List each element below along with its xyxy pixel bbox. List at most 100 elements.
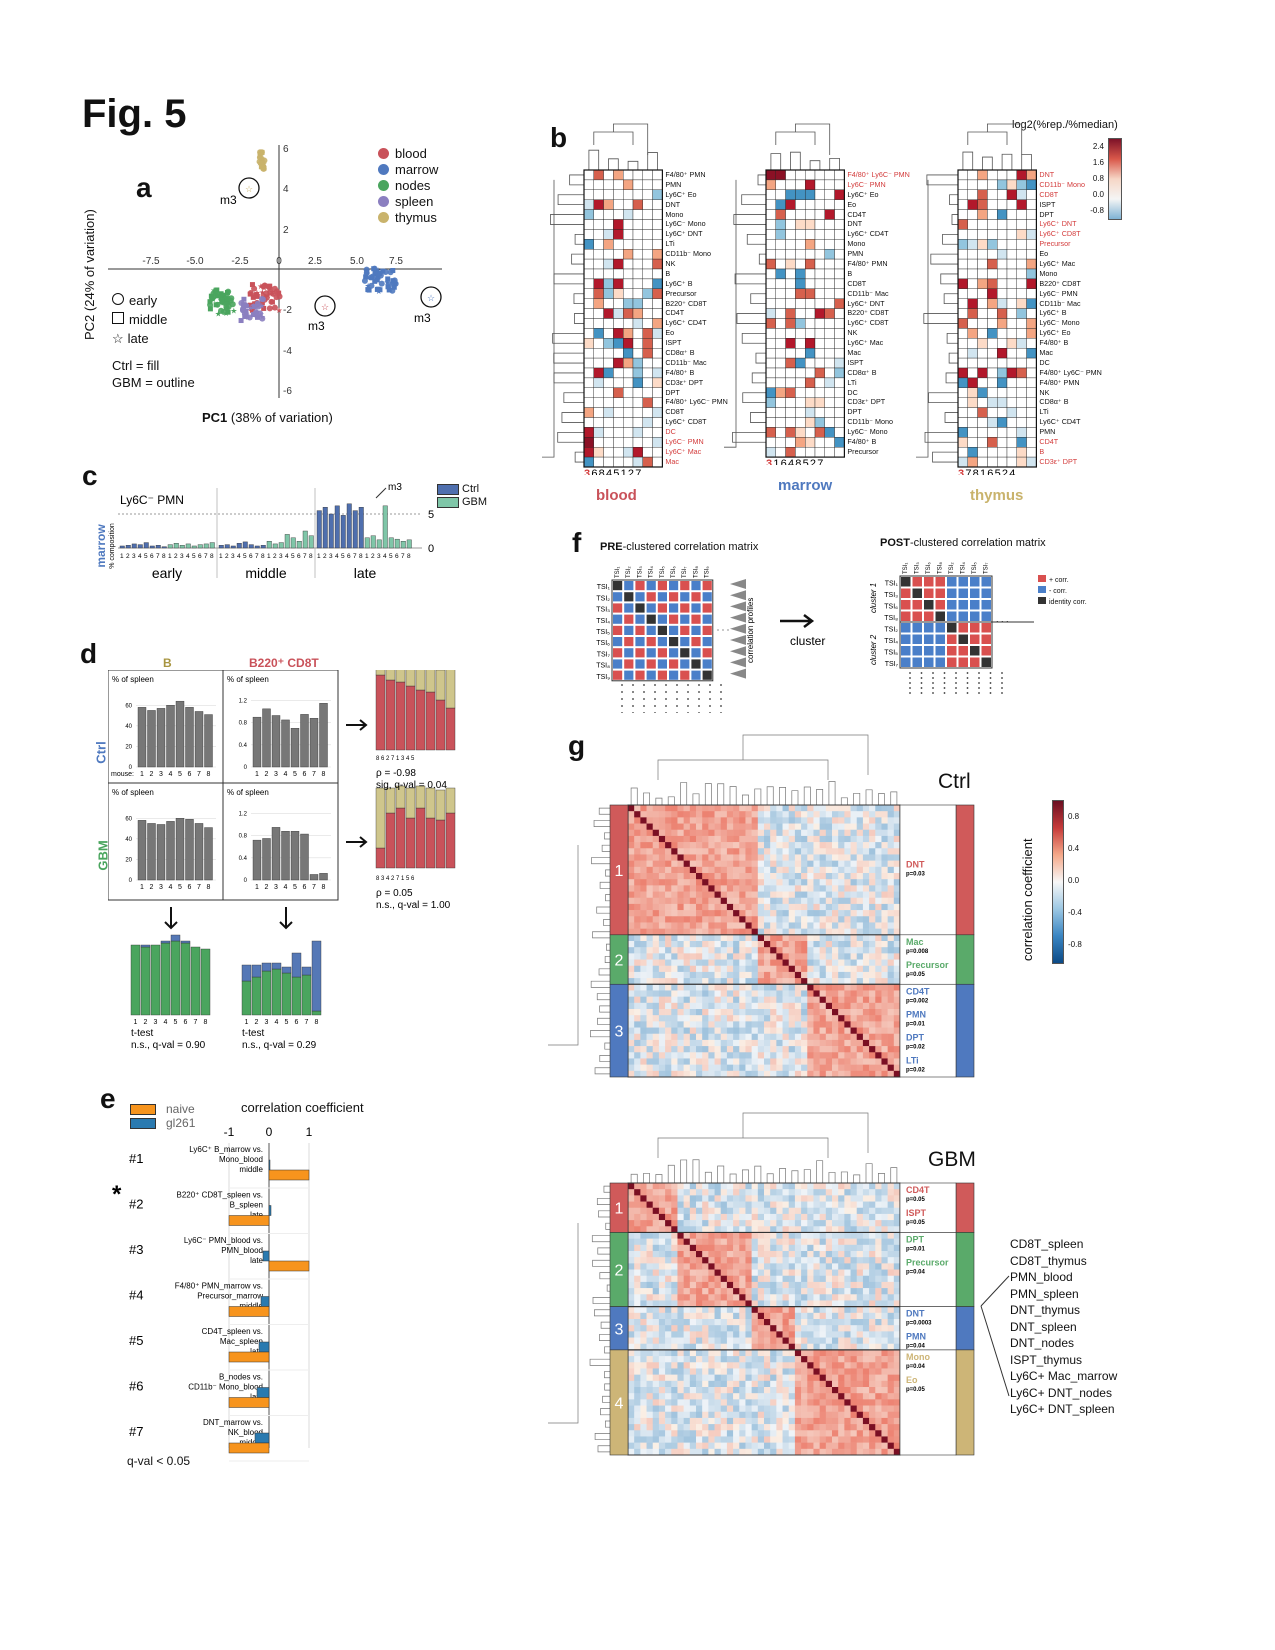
heatmap-cell: [869, 1064, 876, 1072]
heatmap-cell: [770, 1052, 777, 1059]
heatmap-cell: [825, 1269, 833, 1277]
tsi-label: TSI₄: [884, 638, 898, 645]
stacked-bar-cd8: [375, 847, 386, 869]
heatmap-cell: [875, 922, 882, 929]
heatmap-cell: [862, 1312, 870, 1320]
heatmap-cell: [794, 1021, 802, 1028]
heatmap-cell: [881, 823, 888, 831]
heatmap-cell: [776, 1251, 783, 1258]
heatmap-cell: [603, 397, 614, 408]
heatmap-cell: [733, 1201, 740, 1209]
heatmap-cell: [622, 179, 634, 191]
heatmap-cell: [1016, 338, 1027, 349]
heatmap-cell: [757, 959, 765, 967]
heatmap-cell: [757, 971, 765, 979]
heatmap-cell: [696, 1337, 703, 1345]
heatmap-cell: [726, 1033, 734, 1041]
heatmap-cell: [739, 817, 746, 824]
heatmap-cell: [714, 1213, 722, 1221]
heatmap-cell: [1006, 407, 1018, 418]
heatmap-cell: [671, 990, 678, 997]
heatmap-cell: [782, 1052, 790, 1059]
corr-cell: [912, 634, 922, 644]
heatmap-cell: [813, 1288, 820, 1295]
heatmap-cell: [832, 1251, 839, 1258]
heatmap-cell: [838, 1213, 845, 1221]
heatmap-cell: [622, 357, 634, 369]
heatmap-cell: [702, 1238, 709, 1246]
heatmap-cell: [770, 1281, 777, 1289]
heatmap-cell: [765, 288, 777, 299]
heatmap-cell: [813, 990, 820, 997]
heatmap-cell: [856, 922, 864, 929]
heatmap-cell: [628, 916, 635, 923]
heatmap-cell: [825, 1232, 833, 1239]
stacked-bar-b: [415, 785, 426, 809]
row-label: NK: [847, 328, 858, 338]
heatmap-cell: [764, 811, 771, 818]
heatmap-cell: [652, 1052, 660, 1059]
heatmap-cell: [726, 1232, 734, 1239]
row-label: Mono: [847, 239, 866, 249]
heatmap-cell: [765, 328, 777, 339]
heatmap-cell: [862, 1027, 870, 1035]
heatmap-cell: [813, 934, 820, 942]
heatmap-cell: [683, 1294, 691, 1301]
heatmap-cell: [801, 842, 808, 849]
heatmap-cell: [838, 1189, 845, 1196]
heatmap-cell: [677, 879, 684, 886]
composition-bar: [334, 505, 340, 549]
heatmap-cell: [764, 1052, 771, 1059]
tick-label: 1.2: [239, 812, 248, 818]
heatmap-cell: [776, 996, 783, 1004]
ttest-bar-gbm: [311, 940, 322, 1012]
heatmap-cell: [770, 978, 777, 985]
heatmap-cell: [628, 848, 635, 855]
heatmap-cell: [603, 338, 614, 349]
heatmap-cell: [819, 1052, 827, 1059]
mouse-label: 5: [178, 884, 182, 891]
dendrogram-branch: [599, 1005, 614, 1013]
heatmap-cell: [708, 1039, 715, 1047]
heatmap-cell: [708, 842, 715, 849]
heatmap-cell: [683, 1331, 691, 1338]
heatmap-cell: [875, 1021, 882, 1028]
heatmap-cell: [677, 1213, 684, 1221]
heatmap-cell: [583, 169, 595, 181]
heatmap-cell: [628, 1033, 635, 1041]
heatmap-cell: [770, 1183, 777, 1190]
heatmap-cell: [696, 1183, 703, 1190]
dot: [720, 698, 722, 700]
heatmap-cell: [708, 1220, 715, 1227]
heatmap-cell: [640, 1312, 647, 1320]
heatmap-cell: [757, 817, 765, 824]
heatmap-cell: [794, 854, 802, 861]
heatmap-cell: [788, 971, 796, 979]
row-label: F4/80⁺ Ly6C⁻ PMN: [847, 170, 910, 179]
x-tick-label: 5.0: [350, 256, 364, 267]
heatmap-cell: [764, 885, 771, 892]
dendrogram-branch: [733, 214, 766, 225]
heatmap-cell: [856, 854, 864, 861]
heatmap-cell: [593, 209, 604, 220]
heatmap-cell: [683, 922, 691, 929]
heatmap-cell: [1006, 288, 1018, 299]
heatmap-cell: [844, 811, 851, 818]
heatmap-cell: [881, 953, 888, 960]
dendrogram-branch: [754, 1165, 762, 1183]
heatmap-cell: [634, 1058, 641, 1065]
composition-bar: [316, 510, 322, 549]
heatmap-cell: [824, 229, 835, 240]
cluster-number: 3: [615, 1024, 624, 1041]
heatmap-cell: [677, 842, 684, 849]
heatmap-cell: [813, 805, 820, 812]
heatmap-cell: [834, 209, 845, 220]
heatmap-cell: [765, 209, 777, 220]
heatmap-cell: [824, 357, 835, 369]
heatmap-cell: [850, 1281, 858, 1289]
heatmap-cell: [875, 1058, 882, 1065]
heatmap-cell: [696, 1220, 703, 1227]
heatmap-cell: [782, 1251, 790, 1258]
heatmap-cell: [677, 1337, 684, 1345]
tsi-label: TSI₇: [597, 651, 611, 658]
